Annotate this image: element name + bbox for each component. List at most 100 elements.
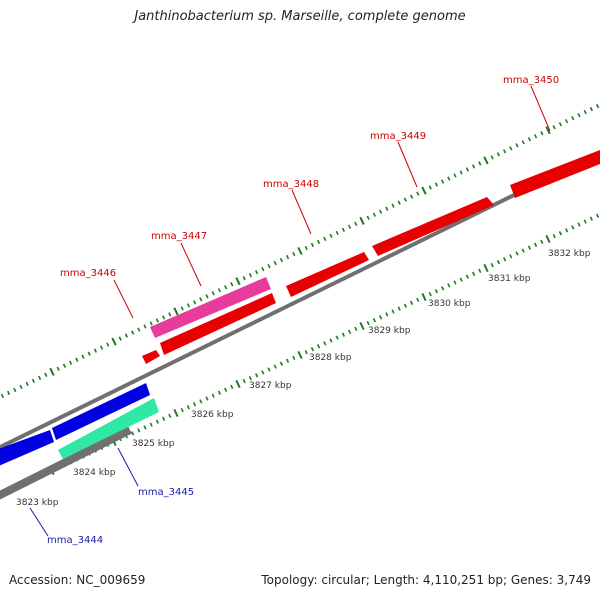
tick-mark <box>224 285 228 290</box>
tick-mark <box>483 156 489 165</box>
tick-mark <box>434 182 438 187</box>
gene-label-mma-3445[interactable]: mma_3445 <box>138 487 194 498</box>
tick-mark <box>131 431 135 436</box>
tick-mark <box>211 291 215 296</box>
tick-mark <box>447 283 451 288</box>
tick-mark <box>565 228 569 233</box>
tick-mark <box>304 349 308 355</box>
backbone-forward <box>0 150 600 450</box>
tick-mark <box>558 122 562 127</box>
tick-mark <box>540 131 544 136</box>
tick-mark <box>596 103 600 109</box>
scale-label: 3823 kbp <box>16 498 59 508</box>
tick-mark <box>577 222 581 227</box>
tick-mark <box>348 329 352 334</box>
tick-mark <box>472 164 476 169</box>
tick-mark <box>304 245 308 251</box>
tick-mark <box>81 354 85 359</box>
gene-label-mma-3446[interactable]: mma_3446 <box>60 268 116 279</box>
tick-mark <box>335 335 339 340</box>
tick-mark <box>186 405 190 410</box>
tick-mark <box>267 367 271 372</box>
accession-label: Accession: NC_009659 <box>9 573 146 587</box>
tick-mark <box>441 179 445 184</box>
leader-line <box>291 189 312 235</box>
tick-mark <box>348 224 352 229</box>
tick-mark <box>162 416 166 421</box>
tick-mark <box>286 358 290 363</box>
gene-label-mma-3449[interactable]: mma_3449 <box>370 131 426 142</box>
tick-mark <box>297 246 303 256</box>
gene-arrow-forward[interactable] <box>286 252 369 297</box>
gene-label-mma-3447[interactable]: mma_3447 <box>151 231 207 242</box>
tick-mark <box>410 300 414 305</box>
tick-mark <box>391 203 395 208</box>
tick-mark <box>385 206 389 211</box>
gene-arrow-forward[interactable] <box>150 277 271 338</box>
gene-label-mma-3444[interactable]: mma_3444 <box>47 535 103 546</box>
tick-mark <box>173 408 179 418</box>
tick-mark <box>69 360 73 365</box>
forward-strand-genes <box>142 150 600 364</box>
gene-arrow-reverse[interactable] <box>58 398 159 459</box>
tick-mark <box>297 350 303 360</box>
tick-mark <box>143 324 147 329</box>
tick-mark <box>261 370 265 375</box>
gene-labels: mma_3444 mma_3445 mma_3446 mma_3447 mma_… <box>29 75 559 546</box>
tick-mark <box>248 376 252 381</box>
tick-mark <box>428 185 432 190</box>
tick-mark <box>255 269 259 275</box>
tick-mark <box>267 263 271 269</box>
tick-mark <box>490 262 494 268</box>
tick-mark <box>211 393 215 398</box>
tick-mark <box>261 266 265 272</box>
tick-mark <box>490 155 494 160</box>
gene-arrow-forward[interactable] <box>142 350 160 364</box>
scale-label: 3830 kbp <box>428 299 471 309</box>
tick-mark <box>366 215 370 220</box>
tick-mark <box>583 109 587 115</box>
reverse-strand-genes <box>0 383 159 468</box>
tick-mark <box>496 260 500 265</box>
scale-label: 3829 kbp <box>368 326 411 336</box>
tick-mark <box>155 318 159 323</box>
tick-mark <box>496 152 500 157</box>
tick-mark <box>310 347 314 352</box>
gene-arrow-reverse[interactable] <box>52 383 150 440</box>
tick-mark <box>292 355 296 361</box>
tick-mark <box>515 251 519 256</box>
scale-label: 3828 kbp <box>309 353 352 363</box>
tick-mark <box>335 230 339 236</box>
tick-mark <box>137 428 141 433</box>
gene-label-mma-3450[interactable]: mma_3450 <box>503 75 559 86</box>
tick-mark <box>428 291 432 297</box>
tick-mark <box>410 194 414 199</box>
tick-mark <box>534 134 538 139</box>
tick-mark <box>13 387 17 393</box>
tick-mark <box>199 399 203 404</box>
gene-arrow-forward[interactable] <box>160 293 276 355</box>
tick-mark <box>242 378 246 384</box>
tick-mark <box>286 254 290 260</box>
tick-mark <box>545 126 551 135</box>
tick-mark <box>323 236 327 242</box>
tick-mark <box>310 242 314 248</box>
tick-mark <box>397 200 401 205</box>
tick-mark <box>235 379 241 389</box>
tick-mark <box>589 106 593 112</box>
tick-mark <box>565 118 569 124</box>
tick-mark <box>124 333 128 338</box>
tick-mark <box>273 260 277 266</box>
gene-arrow-reverse[interactable] <box>0 430 54 468</box>
tick-mark <box>385 312 389 317</box>
tick-mark <box>329 233 333 239</box>
tick-mark <box>317 239 321 245</box>
tick-mark <box>199 297 203 302</box>
gene-arrow-forward[interactable] <box>510 150 600 198</box>
gene-label-mma-3448[interactable]: mma_3448 <box>263 179 319 190</box>
gene-arrow-forward[interactable] <box>372 197 494 256</box>
tick-mark <box>459 170 463 175</box>
leader-line <box>530 85 551 132</box>
tick-mark <box>230 282 234 287</box>
